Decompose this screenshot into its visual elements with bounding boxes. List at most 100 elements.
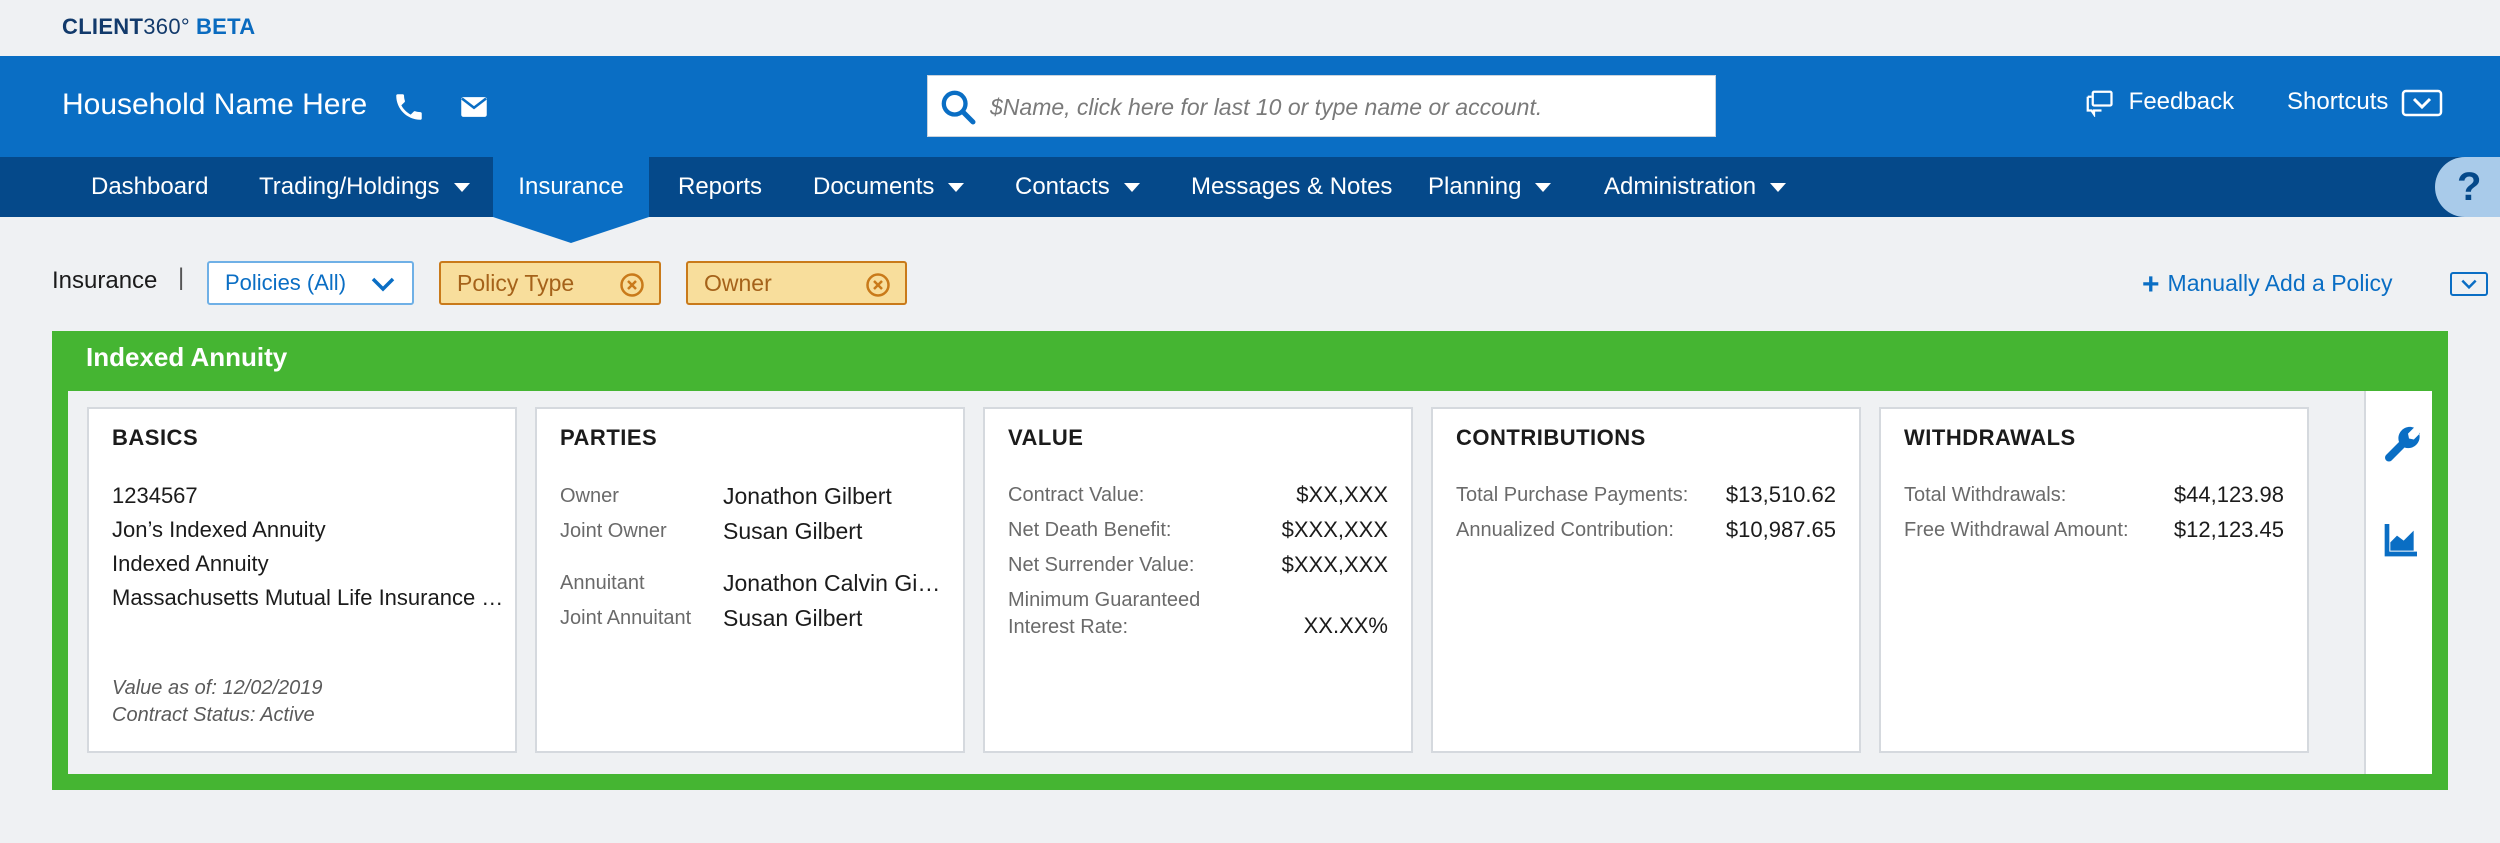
policies-dropdown-label: Policies (All): [225, 270, 347, 295]
app-logo: CLIENT360° BETA: [62, 14, 255, 40]
nav-contacts[interactable]: Contacts: [1015, 157, 1140, 217]
search-input[interactable]: $Name, click here for last 10 or type na…: [990, 94, 1543, 120]
withdrawal-amount: $44,123.98: [2173, 482, 2284, 507]
nav-administration[interactable]: Administration: [1604, 157, 1787, 217]
parties-card: PARTIES Owner Jonathon Gilbert Joint Own…: [535, 407, 965, 753]
withdrawal-label: Total Withdrawals:: [1904, 484, 2067, 506]
brand-name: CLIENT: [62, 14, 144, 39]
party-label: Owner: [560, 485, 619, 507]
brand-version: 360°: [143, 14, 190, 39]
nav-insurance[interactable]: Insurance: [493, 157, 649, 217]
chip-label: Owner: [704, 270, 772, 296]
party-label: Annuitant: [560, 572, 645, 594]
policy-type: Indexed Annuity: [112, 551, 269, 576]
filter-chip-policy-type[interactable]: Policy Type: [439, 261, 661, 305]
policy-name: Jon’s Indexed Annuity: [112, 517, 326, 542]
brand-bar: CLIENT360° BETA: [0, 0, 2500, 56]
filter-chip-owner[interactable]: Owner: [686, 261, 907, 305]
filter-label: Insurance: [52, 267, 158, 294]
contribution-label: Annualized Contribution:: [1456, 519, 1674, 541]
nav-label: Messages & Notes: [1191, 173, 1393, 200]
value-card: VALUE Contract Value: $XX,XXX Net Death …: [983, 407, 1413, 753]
nav-label: Administration: [1604, 173, 1757, 200]
contributions-card: CONTRIBUTIONS Total Purchase Payments: $…: [1431, 407, 1861, 753]
chevron-down-icon[interactable]: [2450, 272, 2488, 296]
plus-icon: +: [2142, 268, 2160, 301]
card-heading: WITHDRAWALS: [1904, 425, 2076, 450]
nav-dashboard[interactable]: Dashboard: [91, 157, 208, 217]
caret-down-icon: [1535, 183, 1552, 193]
nav-label: Reports: [678, 173, 763, 200]
value-label: Minimum Guaranteed: [1008, 589, 1201, 611]
withdrawals-card: WITHDRAWALS Total Withdrawals: $44,123.9…: [1879, 407, 2309, 753]
withdrawal-amount: $12,123.45: [2173, 517, 2284, 542]
contribution-amount: $13,510.62: [1725, 482, 1836, 507]
card-heading: VALUE: [1008, 425, 1084, 450]
party-value: Susan Gilbert: [723, 518, 863, 544]
brand-tag: BETA: [195, 14, 256, 39]
nav-label: Planning: [1428, 173, 1522, 200]
nav-label: Dashboard: [91, 173, 209, 200]
value-amount: $XXX,XXX: [1281, 552, 1388, 577]
close-circle-icon[interactable]: [865, 272, 891, 298]
shortcuts-button[interactable]: Shortcuts: [2287, 88, 2443, 117]
close-circle-icon[interactable]: [619, 272, 645, 298]
value-label-continued: Interest Rate:: [1008, 616, 1129, 638]
contract-status: Contract Status: Active: [112, 704, 315, 726]
nav-label: Trading/Holdings: [259, 173, 440, 200]
filter-separator: |: [178, 264, 185, 291]
chart-icon[interactable]: [2382, 519, 2422, 559]
value-amount: $XXX,XXX: [1281, 517, 1388, 542]
party-label: Joint Annuitant: [560, 607, 692, 629]
basics-card: BASICS 1234567 Jon’s Indexed Annuity Ind…: [87, 407, 517, 753]
nav-documents[interactable]: Documents: [813, 157, 965, 217]
policy-panel: Indexed Annuity BASICS 1234567 Jon’s Ind…: [52, 331, 2448, 790]
caret-down-icon: [1770, 183, 1787, 193]
value-as-of: Value as of: 12/02/2019: [112, 677, 323, 699]
add-policy-button[interactable]: + Manually Add a Policy: [2142, 268, 2393, 302]
mail-icon[interactable]: [457, 90, 491, 124]
chevron-down-icon: [371, 277, 395, 292]
nav-planning[interactable]: Planning: [1428, 157, 1552, 217]
help-button[interactable]: ?: [2435, 157, 2500, 217]
nav-reports[interactable]: Reports: [678, 157, 762, 217]
policy-carrier: Massachusetts Mutual Life Insurance Comp…: [112, 585, 504, 610]
chip-label: Policy Type: [457, 270, 575, 296]
value-amount: $XX,XXX: [1296, 482, 1388, 507]
card-heading: PARTIES: [560, 425, 658, 450]
main-nav: Dashboard Trading/Holdings Insurance Rep…: [0, 157, 2500, 217]
policies-dropdown[interactable]: Policies (All): [207, 261, 414, 305]
party-label: Joint Owner: [560, 520, 667, 542]
shortcuts-label: Shortcuts: [2287, 88, 2389, 115]
value-label: Net Death Benefit:: [1008, 519, 1172, 541]
contribution-label: Total Purchase Payments:: [1456, 484, 1689, 506]
feedback-button[interactable]: Feedback: [2084, 88, 2235, 118]
party-value: Jonathon Gilbert: [723, 483, 892, 509]
policy-number: 1234567: [112, 483, 198, 508]
card-heading: CONTRIBUTIONS: [1456, 425, 1646, 450]
feedback-icon: [2086, 90, 2113, 118]
nav-label: Contacts: [1015, 173, 1110, 200]
policy-tools: [2364, 391, 2432, 774]
nav-trading-holdings[interactable]: Trading/Holdings: [259, 157, 470, 217]
caret-down-icon: [453, 183, 470, 193]
caret-down-icon: [948, 183, 965, 193]
header-bar: Household Name Here $Name, click here fo…: [0, 56, 2500, 157]
feedback-label: Feedback: [2128, 88, 2235, 115]
phone-icon[interactable]: [392, 90, 426, 124]
add-policy-label: Manually Add a Policy: [2167, 270, 2393, 296]
nav-label: Insurance: [518, 173, 624, 200]
contribution-amount: $10,987.65: [1725, 517, 1836, 542]
wrench-icon[interactable]: [2382, 423, 2422, 463]
nav-label: Documents: [813, 173, 935, 200]
chevron-down-icon: [2401, 89, 2443, 116]
party-value: Jonathon Calvin Gilbert: [723, 570, 945, 596]
caret-down-icon: [1123, 183, 1140, 193]
value-label: Contract Value:: [1008, 484, 1145, 506]
policy-details: BASICS 1234567 Jon’s Indexed Annuity Ind…: [68, 391, 2432, 774]
withdrawal-label: Free Withdrawal Amount:: [1904, 519, 2129, 541]
value-label: Net Surrender Value:: [1008, 554, 1195, 576]
search-box[interactable]: $Name, click here for last 10 or type na…: [927, 75, 1716, 137]
nav-messages-notes[interactable]: Messages & Notes: [1191, 157, 1392, 217]
search-icon: [941, 90, 976, 125]
